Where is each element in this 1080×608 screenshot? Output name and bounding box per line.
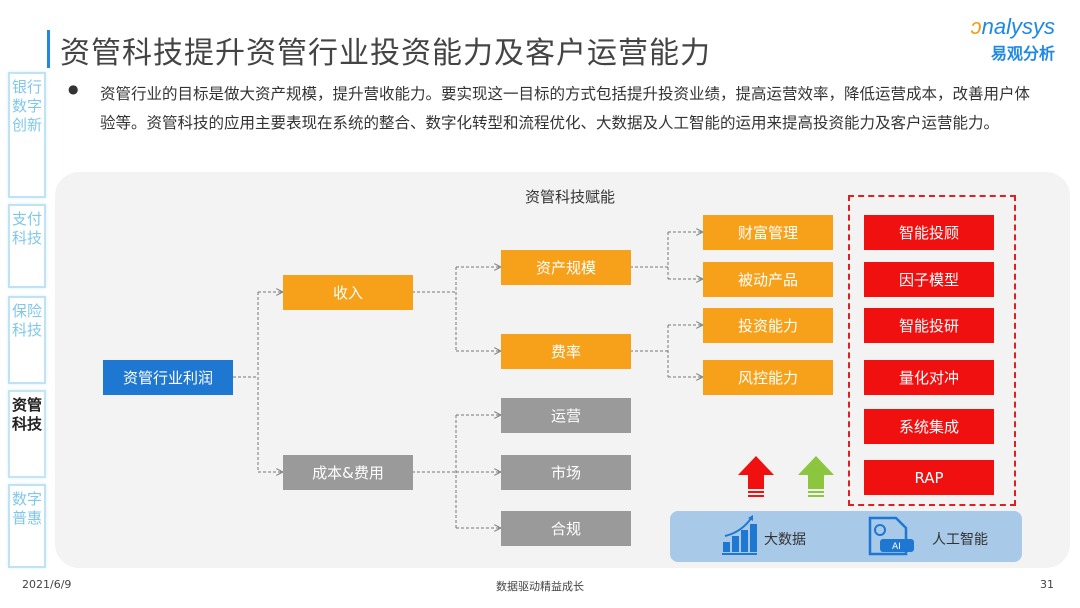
root-box: 资管行业利润 <box>103 360 233 395</box>
tech-rap: RAP <box>864 460 994 495</box>
sidebar-item-insurance[interactable]: 保险科技 <box>8 296 46 384</box>
cost-box: 成本&费用 <box>283 455 413 490</box>
wealth-mgmt-box: 财富管理 <box>703 215 833 250</box>
ai-document-icon: AI <box>868 516 914 556</box>
compliance-box: 合规 <box>501 511 631 546</box>
intro-paragraph: 资管行业的目标是做大资产规模，提升营收能力。要实现这一目标的方式包括提升投资业绩… <box>100 85 1031 132</box>
title-accent-bar <box>47 30 50 68</box>
sidebar-item-payment[interactable]: 支付科技 <box>8 204 46 288</box>
fee-rate-box: 费率 <box>501 334 631 369</box>
big-data-label: 大数据 <box>764 532 806 548</box>
sidebar-item-asset-management[interactable]: 资管科技 <box>8 390 46 478</box>
svg-text:AI: AI <box>892 542 901 552</box>
asset-scale-box: 资产规模 <box>501 250 631 285</box>
analysys-logo: ↄnalysys 易观分析 <box>970 14 1055 63</box>
market-box: 市场 <box>501 455 631 490</box>
tech-group-frame <box>848 195 1016 506</box>
sidebar-item-inclusive[interactable]: 数字普惠 <box>8 484 46 568</box>
tech-robo-advisor: 智能投顾 <box>864 215 994 250</box>
bar-chart-growth-icon <box>722 515 757 555</box>
risk-control-box: 风控能力 <box>703 360 833 395</box>
sidebar-item-bank[interactable]: 银行数字创新 <box>8 72 46 198</box>
bullet-icon: ● <box>68 82 79 96</box>
footer-date: 2021/6/9 <box>22 578 72 591</box>
green-up-arrow-icon <box>798 456 834 497</box>
operations-box: 运营 <box>501 398 631 433</box>
tech-quant-hedge: 量化对冲 <box>864 360 994 395</box>
tech-system-integration: 系统集成 <box>864 409 994 444</box>
diagram-label: 资管科技赋能 <box>524 188 615 206</box>
tech-smart-research: 智能投研 <box>864 308 994 343</box>
ai-label: 人工智能 <box>932 532 988 548</box>
red-up-arrow-icon <box>738 456 774 497</box>
footer-slogan: 数据驱动精益成长 <box>496 580 584 593</box>
investment-ability-box: 投资能力 <box>703 308 833 343</box>
revenue-box: 收入 <box>283 275 413 310</box>
page-number: 31 <box>1040 578 1054 591</box>
tech-factor-model: 因子模型 <box>864 262 994 297</box>
passive-product-box: 被动产品 <box>703 262 833 297</box>
page-title: 资管科技提升资管行业投资能力及客户运营能力 <box>60 36 711 71</box>
